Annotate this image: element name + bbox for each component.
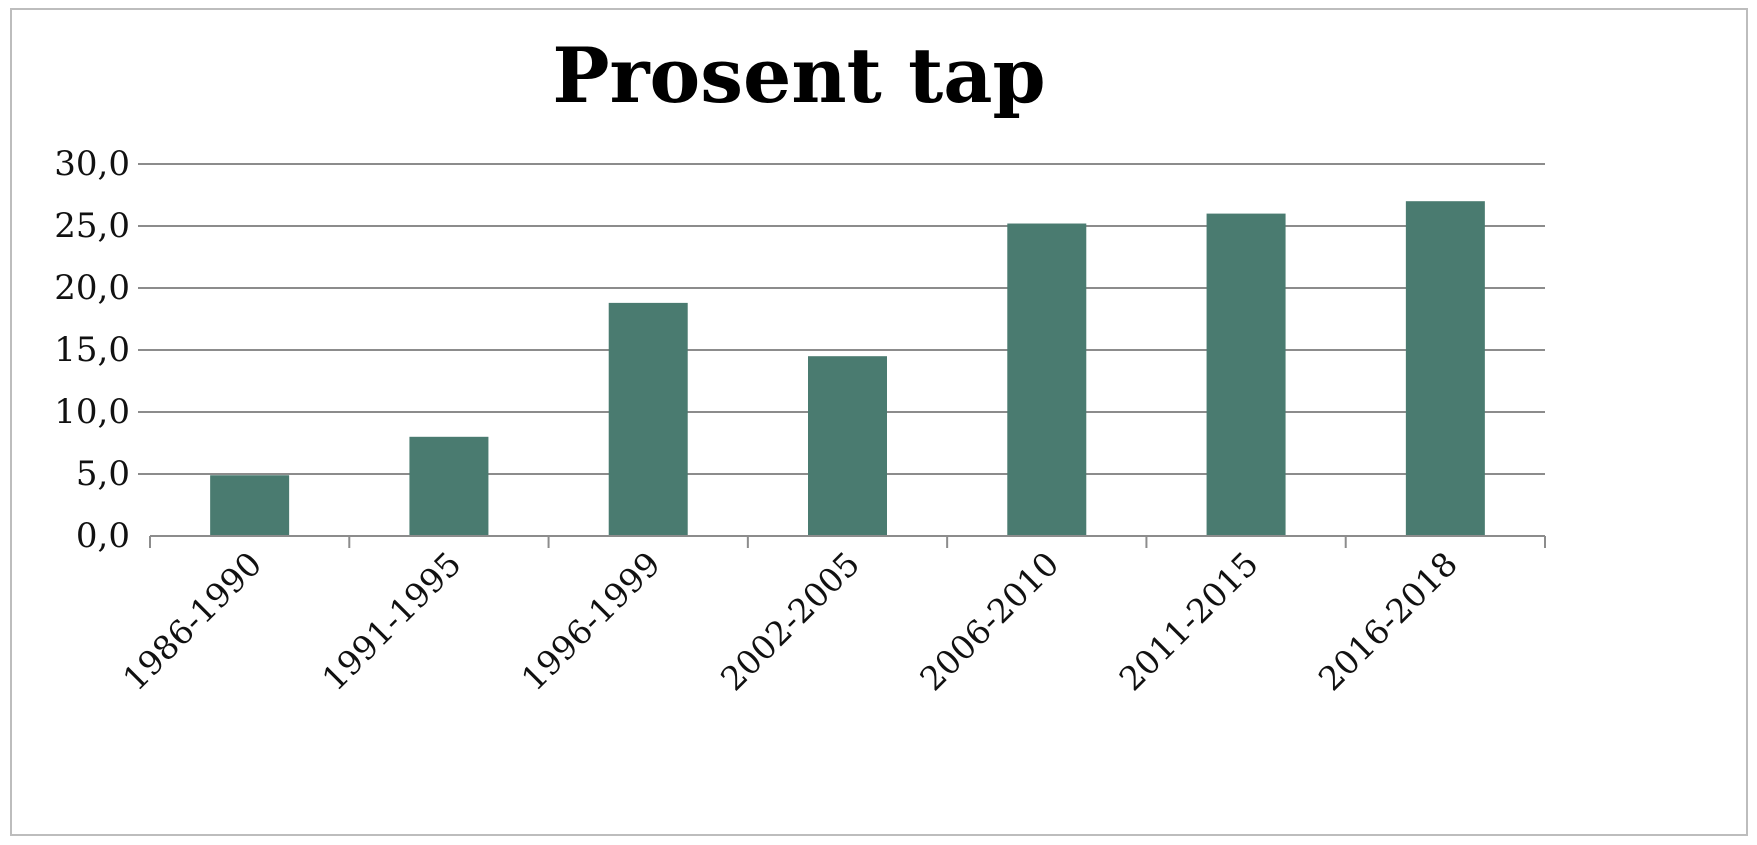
x-tick-label: 1986-1990: [115, 544, 269, 698]
bar: [1405, 201, 1485, 536]
chart-title: Prosent tap: [552, 31, 1045, 120]
x-tick-label: 2002-2005: [713, 544, 867, 698]
x-axis-tick-labels: 1986-1990 1991-1995 1996-1999 2002-2005 2006…: [115, 544, 1465, 698]
x-tick-label: 2011-2015: [1111, 544, 1265, 698]
y-tick-label: 30,0: [54, 144, 130, 184]
x-tick-label: 1991-1995: [314, 544, 468, 698]
gridlines: [138, 163, 1545, 475]
bar: [608, 302, 688, 536]
bar: [210, 475, 290, 536]
bar: [808, 356, 887, 536]
y-tick-label: 10,0: [54, 392, 130, 432]
y-tick-label: 20,0: [54, 268, 130, 308]
bar: [1007, 223, 1087, 536]
y-tick-label: 0,0: [76, 516, 130, 556]
x-tick-label: 1996-1999: [514, 544, 668, 698]
y-tick-label: 5,0: [76, 454, 130, 494]
bar: [409, 436, 489, 536]
bar: [1206, 213, 1286, 536]
y-axis-tick-labels: 0,0 5,0 10,0 15,0 20,0 25,0 30,0: [54, 144, 130, 556]
y-tick-label: 15,0: [54, 330, 130, 370]
x-tick-label: 2006-2010: [912, 544, 1066, 698]
x-axis: [149, 535, 1546, 548]
bars: [210, 201, 1485, 536]
x-tick-label: 2016-2018: [1311, 544, 1465, 698]
y-tick-label: 25,0: [54, 206, 130, 246]
